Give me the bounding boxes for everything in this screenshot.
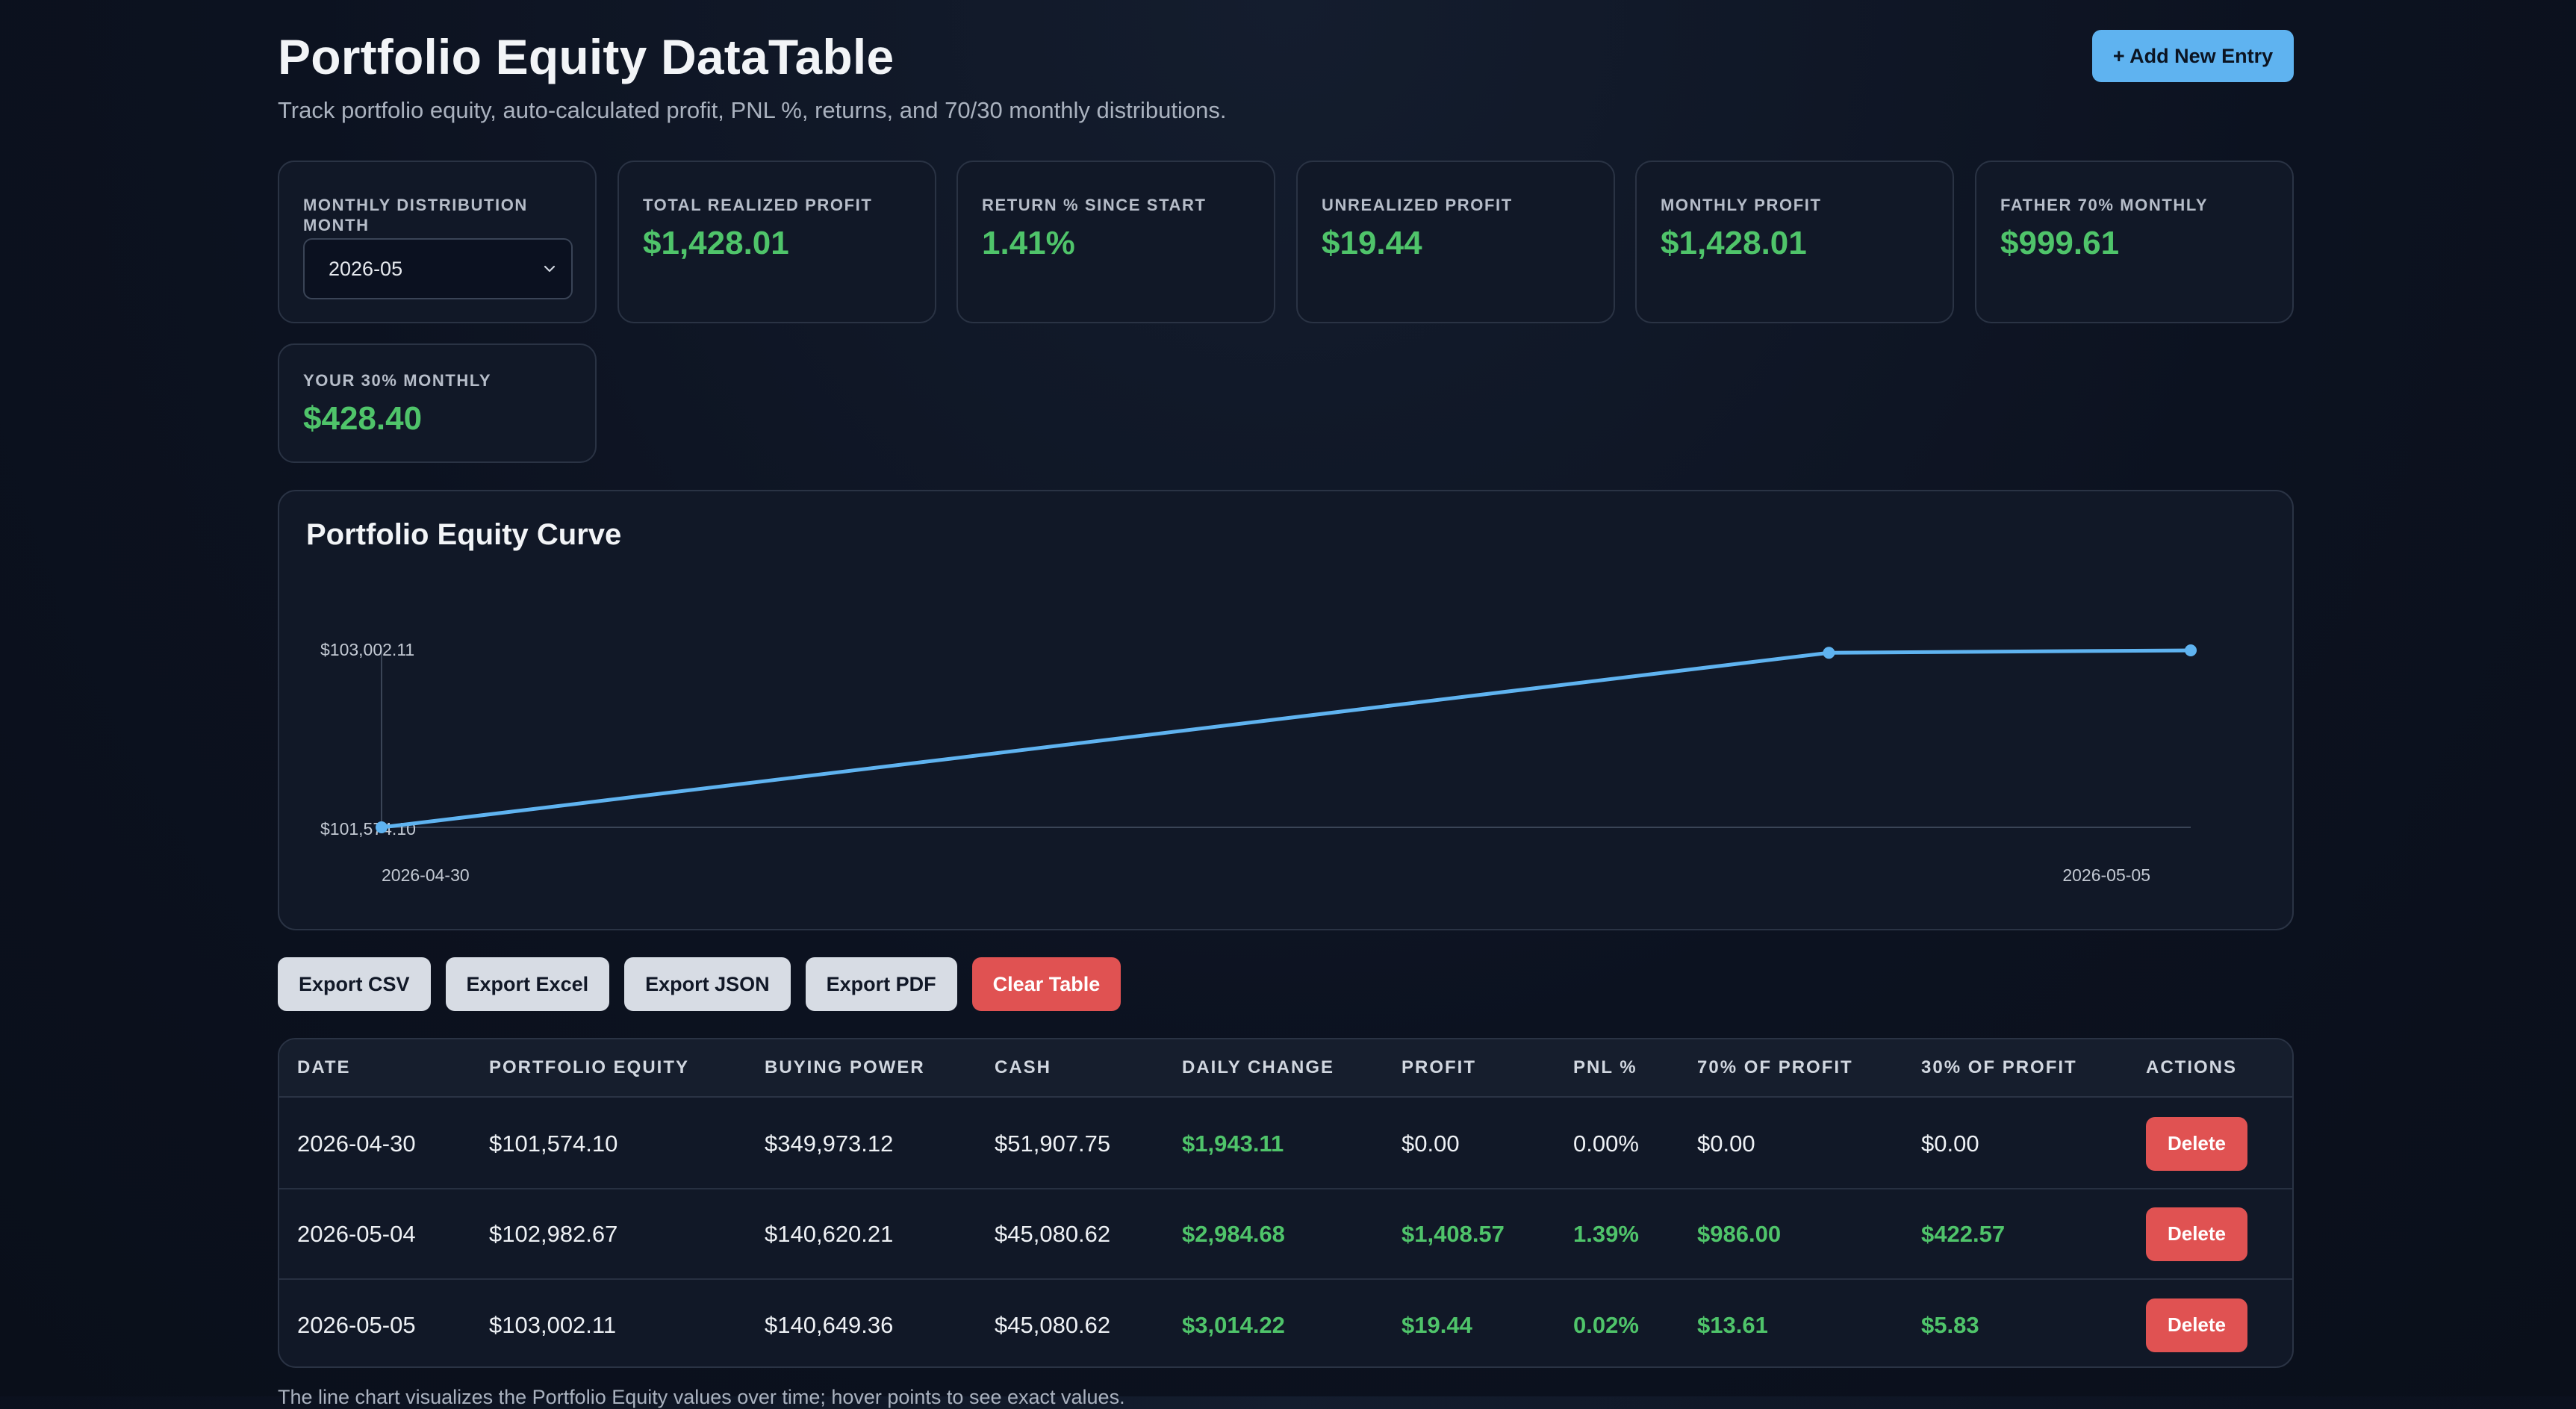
cell-actions: Delete — [2146, 1189, 2247, 1278]
x-tick-label-start: 2026-04-30 — [382, 865, 470, 885]
stat-value: 1.41% — [982, 225, 1075, 261]
stat-card-return-since-start: RETURN % SINCE START 1.41% — [956, 161, 1275, 323]
stat-card-total-realized-profit: TOTAL REALIZED PROFIT $1,428.01 — [617, 161, 936, 323]
chart-title: Portfolio Equity Curve — [306, 518, 622, 551]
delete-row-button[interactable]: Delete — [2146, 1207, 2247, 1261]
stat-card-monthly-profit: MONTHLY PROFIT $1,428.01 — [1635, 161, 1954, 323]
export-toolbar: Export CSV Export Excel Export JSON Expo… — [278, 957, 1121, 1011]
col-header-date: DATE — [297, 1057, 351, 1077]
table-row: 2026-04-30 $101,574.10 $349,973.12 $51,9… — [279, 1099, 2292, 1189]
month-select[interactable]: 2026-05 — [303, 238, 573, 299]
stat-card-your-30-monthly: YOUR 30% MONTHLY $428.40 — [278, 343, 597, 463]
chevron-down-icon — [544, 265, 556, 273]
col-header-cash: CASH — [995, 1057, 1052, 1077]
cell-profit: $1,408.57 — [1401, 1220, 1505, 1247]
stat-value: $1,428.01 — [1661, 225, 1807, 261]
y-tick-label-top: $103,002.11 — [320, 640, 414, 659]
equity-table: DATE PORTFOLIO EQUITY BUYING POWER CASH … — [278, 1038, 2294, 1368]
stat-label: UNREALIZED PROFIT — [1322, 196, 1513, 214]
stat-label: FATHER 70% MONTHLY — [2000, 196, 2209, 214]
col-header-profit: PROFIT — [1401, 1057, 1476, 1077]
cell-actions: Delete — [2146, 1280, 2247, 1366]
export-pdf-button[interactable]: Export PDF — [805, 957, 957, 1011]
cell-cash: $51,907.75 — [995, 1130, 1111, 1157]
delete-row-button[interactable]: Delete — [2146, 1298, 2247, 1352]
equity-data-point[interactable] — [1823, 647, 1835, 659]
table-row: 2026-05-04 $102,982.67 $140,620.21 $45,0… — [279, 1189, 2292, 1280]
cell-30-profit: $0.00 — [1921, 1130, 1979, 1157]
cell-date: 2026-05-05 — [297, 1311, 416, 1338]
cell-70-profit: $13.61 — [1697, 1311, 1768, 1338]
page: Portfolio Equity DataTable Track portfol… — [278, 0, 2294, 1408]
cell-30-profit: $5.83 — [1921, 1311, 1979, 1338]
cell-pnl: 1.39% — [1573, 1220, 1639, 1247]
equity-line-chart: $103,002.11 $101,574.10 2026-04-30 2026-… — [320, 640, 2197, 885]
cell-actions: Delete — [2146, 1099, 2247, 1188]
cell-30-profit: $422.57 — [1921, 1220, 2006, 1247]
stat-value: $19.44 — [1322, 225, 1422, 261]
add-new-entry-button[interactable]: + Add New Entry — [2092, 30, 2294, 82]
col-header-pnl: PNL % — [1573, 1057, 1637, 1077]
col-header-actions: ACTIONS — [2146, 1057, 2237, 1077]
cell-70-profit: $986.00 — [1697, 1220, 1782, 1247]
cell-daily-change: $3,014.22 — [1182, 1311, 1285, 1338]
cell-70-profit: $0.00 — [1697, 1130, 1755, 1157]
cell-daily-change: $2,984.68 — [1182, 1220, 1285, 1247]
table-row: 2026-05-05 $103,002.11 $140,649.36 $45,0… — [279, 1280, 2292, 1366]
cell-pnl: 0.00% — [1573, 1130, 1639, 1157]
cell-cash: $45,080.62 — [995, 1220, 1111, 1247]
export-excel-button[interactable]: Export Excel — [445, 957, 610, 1011]
page-title: Portfolio Equity DataTable — [278, 29, 895, 84]
cell-equity: $101,574.10 — [489, 1130, 618, 1157]
stat-card-father-70-monthly: FATHER 70% MONTHLY $999.61 — [1975, 161, 2294, 323]
cell-equity: $102,982.67 — [489, 1220, 618, 1247]
clear-table-button[interactable]: Clear Table — [971, 957, 1121, 1011]
stat-value: $999.61 — [2000, 225, 2120, 261]
cell-profit: $0.00 — [1401, 1130, 1460, 1157]
export-csv-button[interactable]: Export CSV — [278, 957, 431, 1011]
col-header-30-profit: 30% OF PROFIT — [1921, 1057, 2077, 1077]
delete-row-button[interactable]: Delete — [2146, 1116, 2247, 1171]
col-header-portfolio-equity: PORTFOLIO EQUITY — [489, 1057, 690, 1077]
cell-cash: $45,080.62 — [995, 1311, 1111, 1338]
y-tick-label-bottom: $101,574.10 — [320, 819, 416, 839]
monthly-distribution-label: MONTHLY DISTRIBUTION MONTH — [303, 196, 528, 234]
table-header-row: DATE PORTFOLIO EQUITY BUYING POWER CASH … — [279, 1039, 2292, 1098]
cell-date: 2026-04-30 — [297, 1130, 416, 1157]
stat-label: TOTAL REALIZED PROFIT — [643, 196, 873, 214]
cell-profit: $19.44 — [1401, 1311, 1472, 1338]
cell-date: 2026-05-04 — [297, 1220, 416, 1247]
export-json-button[interactable]: Export JSON — [624, 957, 791, 1011]
cell-buying-power: $349,973.12 — [765, 1130, 894, 1157]
col-header-daily-change: DAILY CHANGE — [1182, 1057, 1335, 1077]
col-header-70-profit: 70% OF PROFIT — [1697, 1057, 1853, 1077]
chart-footnote: The line chart visualizes the Portfolio … — [278, 1386, 1125, 1408]
equity-data-point[interactable] — [2185, 644, 2197, 656]
month-select-value: 2026-05 — [329, 257, 403, 280]
stat-value: $428.40 — [303, 400, 423, 437]
equity-data-point[interactable] — [376, 821, 388, 833]
equity-chart-panel: Portfolio Equity Curve $103,002.11 $101,… — [278, 490, 2294, 930]
stat-value: $1,428.01 — [643, 225, 789, 261]
monthly-distribution-card: MONTHLY DISTRIBUTION MONTH 2026-05 — [278, 161, 597, 323]
equity-series-line — [381, 648, 2191, 830]
stat-label: YOUR 30% MONTHLY — [303, 371, 492, 390]
cell-equity: $103,002.11 — [489, 1311, 617, 1338]
stat-label: RETURN % SINCE START — [982, 196, 1207, 214]
x-tick-label-end: 2026-05-05 — [2062, 865, 2150, 885]
cell-buying-power: $140,620.21 — [765, 1220, 894, 1247]
col-header-buying-power: BUYING POWER — [765, 1057, 925, 1077]
page-subtitle: Track portfolio equity, auto-calculated … — [278, 97, 1227, 123]
stat-card-unrealized-profit: UNREALIZED PROFIT $19.44 — [1296, 161, 1615, 323]
cell-buying-power: $140,649.36 — [765, 1311, 894, 1338]
cell-pnl: 0.02% — [1573, 1311, 1639, 1338]
cell-daily-change: $1,943.11 — [1182, 1130, 1284, 1157]
stat-label: MONTHLY PROFIT — [1661, 196, 1822, 214]
